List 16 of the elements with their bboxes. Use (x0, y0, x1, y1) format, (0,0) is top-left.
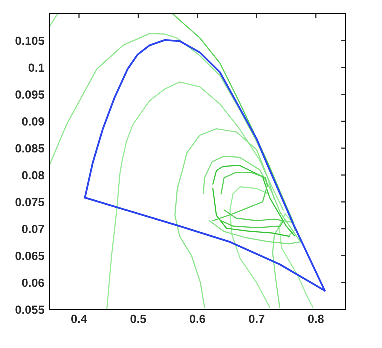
x-tick-label: 0.5 (130, 314, 146, 324)
y-tick-label: 0.09 (22, 118, 44, 126)
x-tick-label: 0.8 (308, 314, 324, 324)
y-tick-label: 0.105 (16, 36, 44, 46)
y-tick-label: 0.055 (16, 306, 44, 314)
y-tick-label: 0.06 (22, 278, 44, 288)
x-tick-label: 0.6 (190, 314, 206, 324)
y-tick-label: 0.075 (16, 198, 44, 207)
y-tick-label: 0.065 (16, 252, 44, 260)
y-tick-label: 0.095 (16, 90, 44, 99)
y-tick-label: 0.08 (22, 171, 44, 180)
y-tick-label: 0.085 (16, 144, 44, 153)
y-tick-label: 0.1 (28, 64, 44, 72)
x-tick-label: 0.7 (249, 314, 265, 324)
y-tick-label: 0.07 (22, 225, 44, 234)
x-tick-label: 0.4 (72, 314, 88, 324)
